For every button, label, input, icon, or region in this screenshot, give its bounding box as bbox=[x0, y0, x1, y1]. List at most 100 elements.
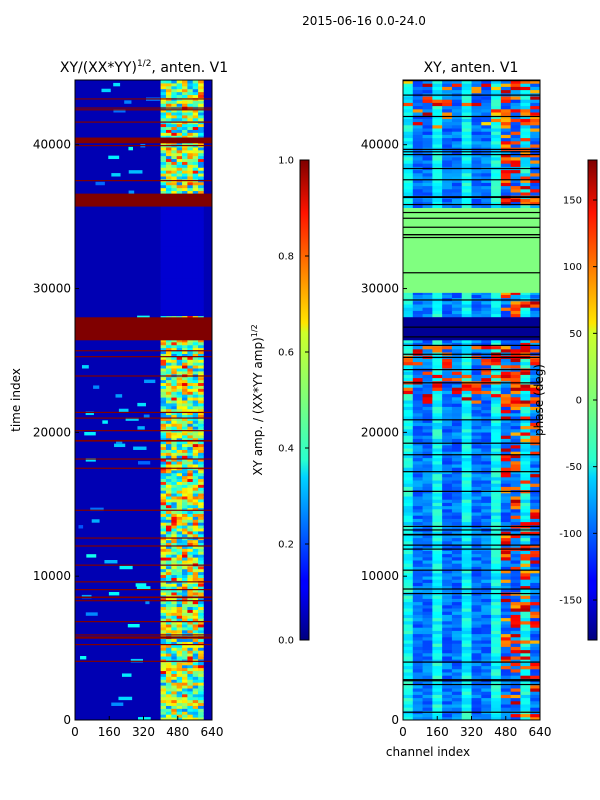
phase-cell bbox=[500, 515, 511, 519]
phase-cell bbox=[510, 544, 521, 548]
phase-cell bbox=[422, 310, 433, 315]
phase-cell bbox=[530, 537, 541, 542]
phase-cell bbox=[491, 121, 502, 126]
amplitude-cell bbox=[192, 469, 199, 474]
amplitude-cell bbox=[160, 690, 167, 695]
phase-cell bbox=[412, 604, 423, 609]
phase-cell bbox=[403, 572, 414, 577]
phase-cell bbox=[500, 201, 511, 206]
amplitude-cell bbox=[176, 216, 183, 221]
phase-cell bbox=[510, 80, 521, 84]
amplitude-cell bbox=[198, 341, 204, 346]
amplitude-cell bbox=[160, 356, 167, 360]
amplitude-cell bbox=[192, 434, 199, 439]
amplitude-cell bbox=[187, 647, 194, 651]
phase-cell bbox=[491, 137, 502, 142]
phase-cell bbox=[461, 704, 472, 708]
phase-cell bbox=[442, 636, 453, 641]
phase-cell bbox=[471, 390, 482, 395]
amplitude-cell bbox=[198, 528, 204, 532]
phase-cell bbox=[461, 185, 472, 190]
phase-cell bbox=[510, 576, 521, 580]
amplitude-cell bbox=[192, 464, 199, 468]
amplitude-cell bbox=[198, 417, 204, 421]
amplitude-cell bbox=[182, 481, 188, 485]
phase-cell bbox=[520, 393, 531, 398]
phase-cell bbox=[510, 636, 521, 641]
amplitude-cell bbox=[182, 109, 188, 113]
amplitude-cell bbox=[187, 146, 194, 151]
amplitude-cell bbox=[160, 432, 167, 436]
phase-cell bbox=[510, 713, 521, 718]
phase-cell bbox=[491, 627, 502, 631]
phase-cell bbox=[432, 361, 443, 366]
phase-cell bbox=[471, 534, 482, 539]
phase-cell bbox=[500, 601, 511, 606]
phase-cell bbox=[520, 422, 531, 427]
phase-cell bbox=[442, 416, 453, 420]
phase-cell bbox=[422, 627, 433, 631]
amplitude-cell bbox=[176, 516, 183, 520]
phase-cell bbox=[403, 704, 414, 708]
amplitude-cell bbox=[187, 257, 194, 261]
phase-cell bbox=[403, 601, 414, 606]
phase-cell bbox=[481, 377, 492, 382]
amplitude-cell bbox=[171, 472, 177, 477]
amplitude-cell bbox=[187, 298, 194, 302]
amplitude-cell bbox=[182, 670, 188, 674]
amplitude-cell bbox=[176, 344, 183, 349]
phase-cell bbox=[520, 428, 531, 433]
amplitude-cell bbox=[171, 717, 177, 721]
phase-cell bbox=[491, 348, 502, 353]
amplitude-cell bbox=[176, 667, 183, 672]
amplitude-cell bbox=[160, 606, 167, 610]
phase-cell bbox=[461, 611, 472, 615]
amplitude-cell bbox=[171, 670, 177, 674]
phase-cell bbox=[412, 112, 423, 116]
phase-cell bbox=[412, 377, 423, 382]
amplitude-cell bbox=[176, 423, 183, 427]
phase-cell bbox=[481, 630, 492, 635]
phase-cell bbox=[442, 659, 453, 663]
amplitude-cell bbox=[160, 280, 167, 285]
phase-cell bbox=[442, 364, 453, 369]
amplitude-cell bbox=[165, 170, 172, 174]
phase-cell bbox=[442, 499, 453, 503]
amplitude-cell bbox=[198, 167, 204, 171]
phase-cell bbox=[432, 595, 443, 599]
phase-cell bbox=[510, 492, 521, 497]
amplitude-cell bbox=[198, 507, 204, 512]
amplitude-cell bbox=[182, 658, 188, 663]
phase-cell bbox=[530, 176, 541, 180]
phase-cell bbox=[442, 569, 453, 574]
phase-cell bbox=[530, 310, 541, 315]
phase-cell bbox=[412, 716, 423, 721]
amplitude-cell bbox=[182, 388, 188, 392]
amplitude-cell bbox=[176, 493, 183, 497]
phase-cell bbox=[530, 681, 541, 686]
phase-cell bbox=[510, 339, 521, 343]
phase-cell bbox=[461, 124, 472, 129]
amplitude-saturated-line bbox=[75, 458, 212, 460]
amplitude-cell bbox=[182, 664, 188, 669]
amplitude-cell bbox=[182, 283, 188, 288]
phase-cell bbox=[461, 582, 472, 587]
phase-cell bbox=[442, 406, 453, 411]
phase-cell bbox=[510, 393, 521, 398]
amplitude-cell bbox=[182, 496, 188, 500]
amplitude-cell bbox=[192, 443, 199, 448]
amplitude-cell bbox=[171, 82, 177, 87]
amplitude-cell bbox=[198, 522, 204, 526]
phase-cell bbox=[451, 448, 463, 452]
amplitude-cell bbox=[108, 592, 120, 596]
amplitude-cell bbox=[165, 452, 172, 456]
amplitude-cell bbox=[192, 338, 199, 343]
amplitude-cell bbox=[171, 673, 177, 677]
phase-cell bbox=[491, 617, 502, 622]
amplitude-cell bbox=[187, 434, 194, 439]
phase-cell bbox=[403, 515, 414, 519]
phase-cell bbox=[432, 310, 443, 315]
amplitude-cell bbox=[192, 85, 199, 90]
phase-cell bbox=[451, 444, 463, 449]
phase-cell bbox=[412, 672, 423, 676]
